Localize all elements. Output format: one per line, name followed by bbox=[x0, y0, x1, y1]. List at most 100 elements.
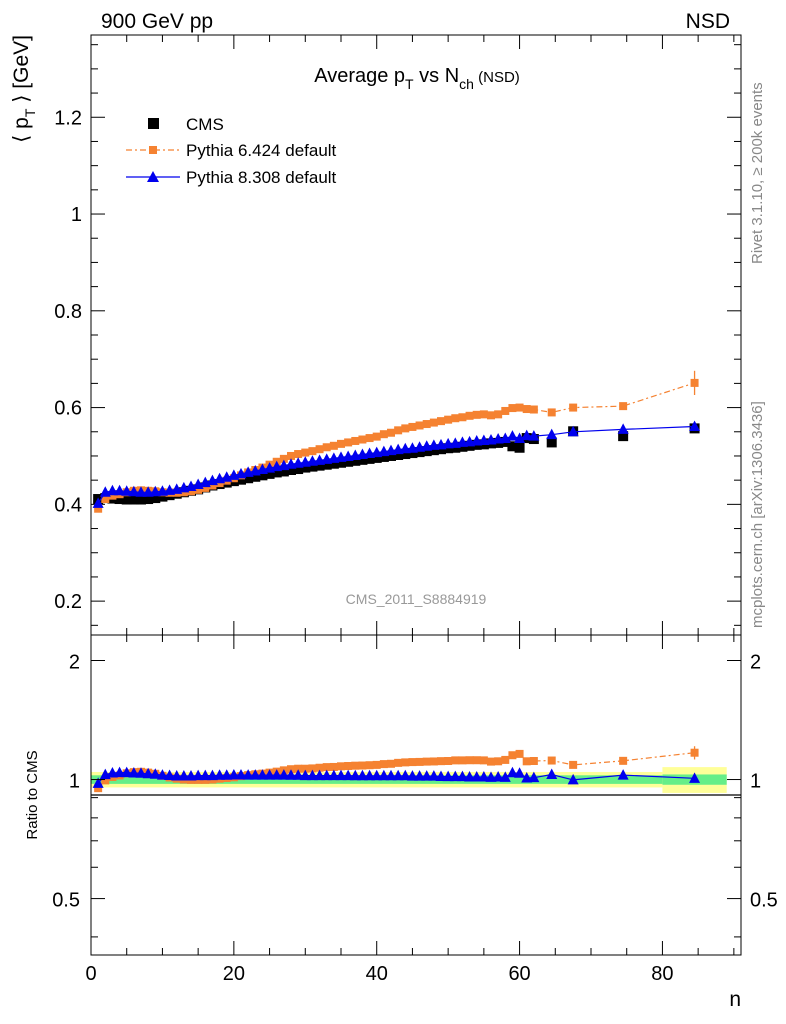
ratio-pythia6-point bbox=[515, 749, 524, 758]
cms-point bbox=[357, 454, 368, 465]
cms-point bbox=[121, 494, 132, 505]
ratio-pythia8-point bbox=[321, 769, 333, 781]
pythia8-point bbox=[149, 485, 161, 497]
ratio-pythia8-point bbox=[449, 770, 461, 782]
pythia6-point bbox=[201, 483, 210, 492]
ratio-pythia8-point bbox=[378, 769, 390, 781]
ratio-pythia8-point bbox=[192, 769, 204, 781]
ratio-tick-labels: 0.5 0.51 12 20 20 40 60 80 bbox=[52, 651, 778, 985]
cms-point bbox=[428, 445, 439, 456]
ratio-pythia8-point bbox=[228, 768, 240, 780]
ratio-pythia8-point bbox=[689, 772, 701, 783]
pythia6-point bbox=[315, 445, 324, 454]
x-tick-label: 40 bbox=[366, 963, 388, 985]
ratio-pythia6-point bbox=[437, 757, 445, 766]
cms-point bbox=[128, 494, 139, 505]
pythia6-point bbox=[619, 402, 628, 411]
cms-point bbox=[400, 449, 411, 460]
cms-point bbox=[286, 465, 296, 475]
ratio-pythia6-point bbox=[619, 756, 628, 765]
pythia6-point bbox=[515, 403, 524, 412]
ratio-pythia8-point bbox=[256, 769, 268, 780]
legend-label-cms: CMS bbox=[186, 115, 224, 134]
ratio-pythia8-point bbox=[178, 769, 190, 781]
ylabel-sub: T bbox=[22, 108, 38, 117]
ratio-pythia6-point bbox=[351, 761, 360, 770]
y-tick-label: 0.4 bbox=[54, 494, 82, 516]
ratio-pythia6-point bbox=[372, 760, 381, 769]
pythia6-point bbox=[465, 411, 474, 420]
rivet-label: Rivet 3.1.10, ≥ 200k events bbox=[749, 82, 766, 264]
x-tick-label: 80 bbox=[651, 963, 673, 985]
pythia6-point bbox=[690, 378, 699, 387]
ratio-pythia8-point bbox=[121, 766, 133, 778]
ratio-pythia8-point bbox=[292, 769, 304, 780]
pythia6-point bbox=[422, 420, 431, 429]
cms-point bbox=[421, 446, 432, 457]
ratio-pythia6-point bbox=[294, 764, 303, 773]
cms-point bbox=[328, 458, 339, 469]
ratio-pythia6-point bbox=[472, 756, 481, 765]
ratio-pythia8-point bbox=[106, 766, 118, 778]
pythia6-point bbox=[444, 415, 453, 424]
ratio-pythia8-point bbox=[492, 770, 504, 782]
pythia6-point bbox=[301, 448, 310, 457]
ratio-pythia8-point bbox=[114, 766, 126, 778]
ratio-pythia8-point bbox=[214, 769, 226, 780]
ratio-pythia8-point bbox=[242, 769, 254, 780]
ratio-pythia8-point bbox=[442, 770, 454, 782]
pythia6-point bbox=[501, 406, 510, 415]
ratio-pythia8-point bbox=[371, 769, 383, 781]
pythia6-point bbox=[387, 428, 395, 437]
pythia8-point bbox=[114, 484, 126, 496]
ratio-pythia8-point bbox=[464, 770, 476, 782]
cms-point bbox=[300, 462, 311, 473]
ratio-y-tick-label-right: 2 bbox=[750, 651, 761, 673]
mcplots-label: mcplots.cern.ch [arXiv:1306.3436] bbox=[749, 401, 766, 628]
pythia8-point bbox=[399, 442, 411, 454]
x-tick-label: 20 bbox=[223, 963, 245, 985]
cms-point bbox=[364, 453, 375, 464]
ratio-pythia8-point bbox=[435, 770, 447, 781]
ratio-pythia8-point bbox=[499, 771, 511, 782]
cms-point bbox=[307, 461, 318, 472]
ratio-ticks bbox=[90, 635, 741, 955]
ylabel-pre: ⟨ p bbox=[10, 117, 33, 143]
ratio-pythia8-point bbox=[171, 769, 183, 781]
cms-point bbox=[143, 494, 154, 505]
pythia6-point bbox=[479, 410, 488, 419]
pythia6-point bbox=[194, 485, 203, 494]
ratio-pythia8-point bbox=[392, 769, 404, 781]
ratio-plot-frame bbox=[90, 634, 742, 956]
ratio-pythia8-point bbox=[414, 770, 426, 781]
pythia6-point bbox=[337, 439, 345, 448]
ratio-pythia8-point bbox=[456, 770, 468, 782]
main-data bbox=[92, 370, 701, 513]
pythia6-point bbox=[429, 418, 438, 427]
ratio-pythia8-point bbox=[156, 769, 168, 780]
cms-point bbox=[243, 473, 254, 484]
x-tick-label: 0 bbox=[85, 963, 96, 985]
pythia8-point bbox=[478, 434, 490, 445]
pythia6-point bbox=[547, 408, 556, 417]
ratio-pythia6-point bbox=[344, 762, 353, 771]
ratio-pythia6-point bbox=[451, 756, 460, 765]
pythia6-point bbox=[322, 443, 331, 452]
ratio-pythia8-point bbox=[506, 766, 518, 778]
ratio-y-tick-label-right: 0.5 bbox=[750, 890, 778, 912]
ratio-pythia6-point bbox=[94, 784, 103, 793]
ratio-pythia8-point bbox=[471, 770, 483, 782]
ratio-y-label: Ratio to CMS bbox=[24, 750, 41, 839]
ratio-pythia6-point bbox=[315, 763, 324, 772]
cms-point bbox=[393, 450, 404, 460]
y-tick-label: 0.2 bbox=[54, 591, 82, 613]
main-panel: 0.20.40.60.811.2 Average pT vs Nch (NSD)… bbox=[10, 34, 742, 636]
ratio-pythia6-point bbox=[365, 761, 374, 770]
ratio-pythia6-point bbox=[308, 764, 317, 773]
ratio-pythia8-point bbox=[421, 770, 433, 781]
ratio-pythia6-point bbox=[422, 757, 431, 766]
ratio-pythia6-point bbox=[401, 758, 410, 767]
title-main: Average p bbox=[314, 65, 405, 87]
cms-point bbox=[157, 491, 168, 502]
ratio-pythia8-point bbox=[428, 770, 440, 781]
